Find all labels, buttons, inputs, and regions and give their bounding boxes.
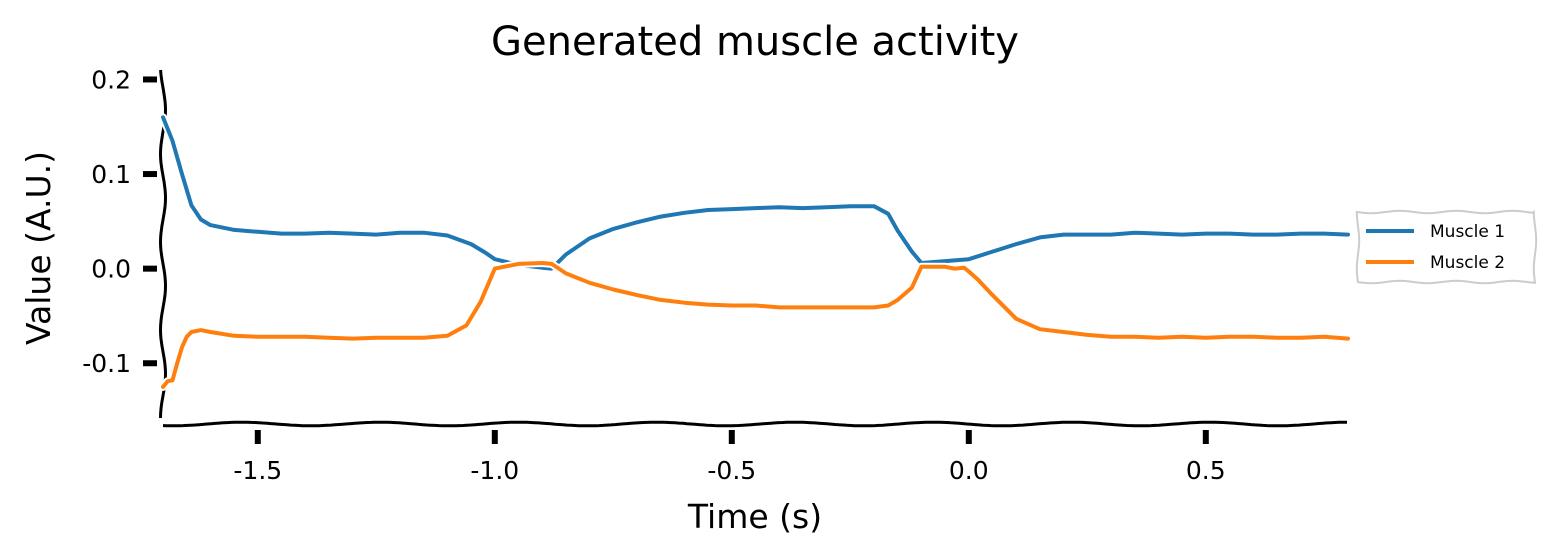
x-tick-label: -1.0 xyxy=(470,456,519,485)
series-lines xyxy=(159,113,1352,391)
x-axis-line xyxy=(162,420,1347,428)
y-axis-label: Value (A.U.) xyxy=(19,151,58,345)
x-tick-label: 0.5 xyxy=(1186,456,1226,485)
series-halo xyxy=(159,259,1352,391)
series-line-2 xyxy=(161,261,1350,389)
y-ticks: 0.2 0.1 0.0 -0.1 xyxy=(82,65,157,378)
series-line-1 xyxy=(161,115,1350,271)
y-tick-label: -0.1 xyxy=(82,349,131,378)
legend-label-1: Muscle 1 xyxy=(1430,222,1505,242)
chart-title: Generated muscle activity xyxy=(491,19,1019,65)
legend: Muscle 1 Muscle 2 xyxy=(1355,209,1538,285)
x-tick-label: -1.5 xyxy=(233,456,282,485)
y-tick-label: 0.2 xyxy=(91,65,131,94)
legend-box xyxy=(1355,209,1538,285)
y-tick-label: 0.1 xyxy=(91,160,131,189)
x-axis-label: Time (s) xyxy=(687,497,822,536)
x-tick-label: -0.5 xyxy=(707,456,756,485)
x-tick-label: 0.0 xyxy=(949,456,989,485)
y-tick-label: 0.0 xyxy=(91,255,131,284)
x-ticks: -1.5 -1.0 -0.5 0.0 0.5 xyxy=(233,430,1226,485)
legend-label-2: Muscle 2 xyxy=(1430,253,1505,273)
series-halo xyxy=(159,113,1352,273)
